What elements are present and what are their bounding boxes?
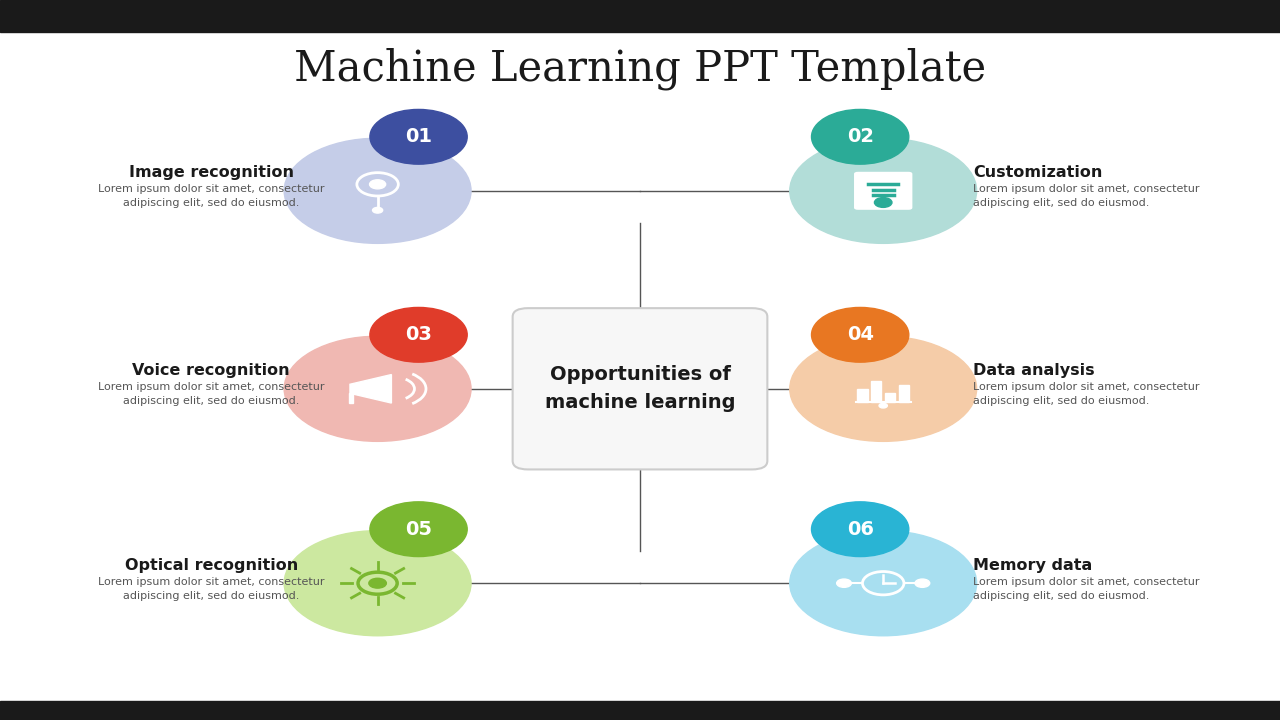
Circle shape xyxy=(874,197,892,207)
Polygon shape xyxy=(349,374,392,403)
Bar xyxy=(348,393,353,403)
Circle shape xyxy=(370,109,467,164)
Text: 06: 06 xyxy=(846,520,874,539)
Text: Machine Learning PPT Template: Machine Learning PPT Template xyxy=(294,47,986,90)
Text: 04: 04 xyxy=(846,325,874,344)
Bar xyxy=(872,381,882,402)
Text: 03: 03 xyxy=(406,325,431,344)
FancyBboxPatch shape xyxy=(512,308,767,469)
Text: Lorem ipsum dolor sit amet, consectetur
adipiscing elit, sed do eiusmod.: Lorem ipsum dolor sit amet, consectetur … xyxy=(99,382,324,406)
Text: Memory data: Memory data xyxy=(973,558,1092,573)
Circle shape xyxy=(370,502,467,557)
FancyBboxPatch shape xyxy=(854,172,913,210)
Circle shape xyxy=(812,307,909,362)
Circle shape xyxy=(812,502,909,557)
Circle shape xyxy=(790,336,977,441)
Text: Image recognition: Image recognition xyxy=(129,166,293,181)
Circle shape xyxy=(284,138,471,243)
Circle shape xyxy=(790,138,977,243)
Text: Optical recognition: Optical recognition xyxy=(124,558,298,573)
Text: 01: 01 xyxy=(404,127,433,146)
Circle shape xyxy=(370,180,385,189)
Text: 02: 02 xyxy=(846,127,874,146)
Text: 05: 05 xyxy=(404,520,433,539)
Bar xyxy=(0,701,1280,720)
Circle shape xyxy=(879,403,887,408)
Text: Lorem ipsum dolor sit amet, consectetur
adipiscing elit, sed do eiusmod.: Lorem ipsum dolor sit amet, consectetur … xyxy=(99,184,324,208)
Bar xyxy=(0,0,1280,32)
Text: Lorem ipsum dolor sit amet, consectetur
adipiscing elit, sed do eiusmod.: Lorem ipsum dolor sit amet, consectetur … xyxy=(973,382,1199,406)
Circle shape xyxy=(915,579,929,588)
Bar xyxy=(858,389,868,402)
Circle shape xyxy=(284,531,471,636)
Text: Lorem ipsum dolor sit amet, consectetur
adipiscing elit, sed do eiusmod.: Lorem ipsum dolor sit amet, consectetur … xyxy=(973,184,1199,208)
Circle shape xyxy=(837,579,851,588)
Circle shape xyxy=(369,578,387,588)
Text: Lorem ipsum dolor sit amet, consectetur
adipiscing elit, sed do eiusmod.: Lorem ipsum dolor sit amet, consectetur … xyxy=(99,577,324,600)
Text: Data analysis: Data analysis xyxy=(973,364,1094,379)
Circle shape xyxy=(812,109,909,164)
Text: Lorem ipsum dolor sit amet, consectetur
adipiscing elit, sed do eiusmod.: Lorem ipsum dolor sit amet, consectetur … xyxy=(973,577,1199,600)
Text: Opportunities of
machine learning: Opportunities of machine learning xyxy=(545,365,735,413)
Circle shape xyxy=(370,307,467,362)
Bar xyxy=(899,385,909,402)
Circle shape xyxy=(790,531,977,636)
Text: Customization: Customization xyxy=(973,166,1102,181)
Circle shape xyxy=(372,207,383,213)
Text: Voice recognition: Voice recognition xyxy=(132,364,291,379)
Circle shape xyxy=(284,336,471,441)
Bar xyxy=(884,392,895,402)
